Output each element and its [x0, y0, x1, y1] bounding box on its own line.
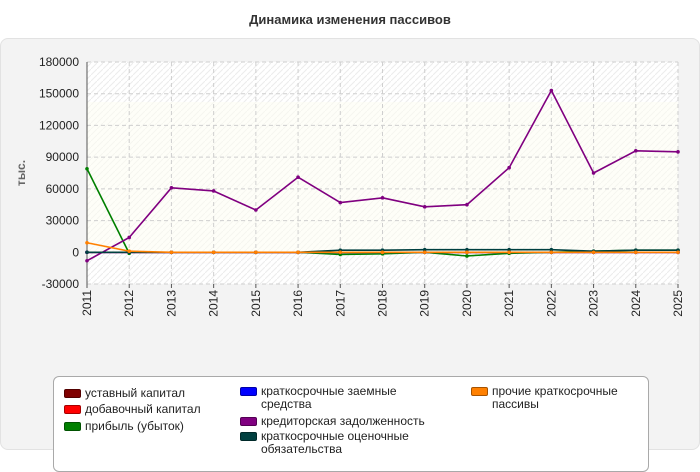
- data-point: [85, 258, 89, 263]
- legend-item: кредиторская задолженность: [240, 415, 450, 428]
- x-tick-label: 2019: [418, 290, 432, 317]
- x-tick-label: 2017: [333, 290, 347, 317]
- data-point: [549, 88, 554, 93]
- legend-item: прочие краткосрочные пассивы: [471, 385, 643, 411]
- data-point: [127, 235, 132, 240]
- chart-panel: -30000 0 30000 60000 90000 120000 150000 180000…: [0, 38, 700, 472]
- data-point: [211, 189, 216, 193]
- x-tick-label: 2024: [629, 290, 643, 317]
- legend-item: уставный капитал: [64, 387, 244, 400]
- data-point: [211, 250, 216, 255]
- legend-label: краткосрочные оценочные обязательства: [261, 429, 409, 456]
- data-point: [507, 250, 511, 255]
- data-point: [296, 175, 300, 180]
- data-point: [380, 250, 385, 255]
- data-point: [465, 247, 469, 252]
- y-tick-label: 180000: [39, 55, 79, 69]
- data-point: [85, 240, 89, 245]
- data-point: [338, 200, 343, 205]
- data-point: [338, 250, 343, 255]
- x-tick-label: 2018: [376, 290, 390, 317]
- data-point: [591, 250, 596, 255]
- data-point: [380, 196, 385, 200]
- y-tick-label: 150000: [39, 87, 79, 101]
- legend-item: прибыль (убыток): [64, 420, 244, 433]
- x-tick-label: 2021: [502, 290, 516, 317]
- legend-swatch: [64, 389, 81, 398]
- data-point: [465, 254, 469, 258]
- legend-label: добавочный капитал: [85, 402, 201, 416]
- y-tick-label: 90000: [46, 150, 80, 164]
- data-point: [169, 186, 174, 190]
- y-tick-label: -30000: [42, 277, 80, 291]
- legend-swatch: [240, 432, 257, 441]
- data-point: [85, 166, 89, 171]
- series-4: [85, 88, 680, 263]
- x-tick-label: 2012: [122, 290, 136, 317]
- legend-label: уставный капитал: [85, 386, 185, 400]
- legend-swatch: [64, 422, 81, 431]
- legend-swatch: [240, 387, 257, 396]
- data-point: [676, 250, 680, 255]
- data-point: [422, 247, 427, 252]
- data-point: [296, 250, 300, 255]
- x-tick-label: 2015: [249, 290, 263, 317]
- y-tick-label: 60000: [46, 182, 80, 196]
- legend-item: добавочный капитал: [64, 403, 244, 416]
- chart-legend: уставный капитал добавочный капитал приб…: [53, 376, 649, 472]
- data-point: [591, 171, 596, 175]
- data-point: [465, 202, 469, 207]
- legend-swatch: [471, 387, 488, 396]
- series-line: [86, 168, 130, 254]
- legend-label: кредиторская задолженность: [261, 414, 425, 428]
- x-tick-label: 2011: [80, 290, 94, 316]
- data-point: [507, 247, 511, 252]
- y-tick-label: 30000: [46, 214, 80, 228]
- data-point: [507, 165, 511, 170]
- data-point: [254, 208, 258, 212]
- data-point: [549, 247, 554, 252]
- legend-label: краткосрочные заемные средства: [261, 384, 397, 411]
- x-tick-label: 2025: [671, 290, 685, 317]
- legend-swatch: [64, 405, 81, 414]
- data-point: [85, 250, 89, 255]
- data-point: [422, 250, 427, 255]
- x-tick-label: 2014: [207, 290, 221, 317]
- legend-label: прочие краткосрочные пассивы: [492, 384, 618, 411]
- x-tick-label: 2023: [587, 290, 601, 317]
- y-tick-label: 120000: [39, 118, 79, 132]
- data-point: [549, 250, 554, 255]
- data-point: [127, 249, 132, 254]
- legend-item: краткосрочные оценочные обязательства: [240, 430, 440, 456]
- x-tick-label: 2016: [291, 290, 305, 317]
- data-point: [465, 250, 469, 255]
- x-tick-label: 2020: [460, 290, 474, 317]
- chart-title: Динамика изменения пассивов: [249, 12, 451, 27]
- legend-item: краткосрочные заемные средства: [240, 385, 440, 411]
- data-point: [633, 250, 638, 255]
- x-tick-label: 2013: [164, 290, 178, 317]
- data-point: [169, 250, 174, 255]
- data-point: [422, 205, 427, 209]
- x-tick-label: 2022: [544, 290, 558, 317]
- legend-swatch: [240, 417, 257, 426]
- y-tick-label: 0: [72, 245, 79, 259]
- data-point: [676, 150, 680, 154]
- data-point: [254, 250, 258, 255]
- series-6: [85, 240, 680, 255]
- data-point: [633, 149, 638, 153]
- legend-label: прибыль (убыток): [85, 419, 184, 433]
- chart-plot: -30000 0 30000 60000 90000 120000 150000 180000…: [14, 55, 685, 317]
- y-axis-label: тыс.: [14, 160, 28, 186]
